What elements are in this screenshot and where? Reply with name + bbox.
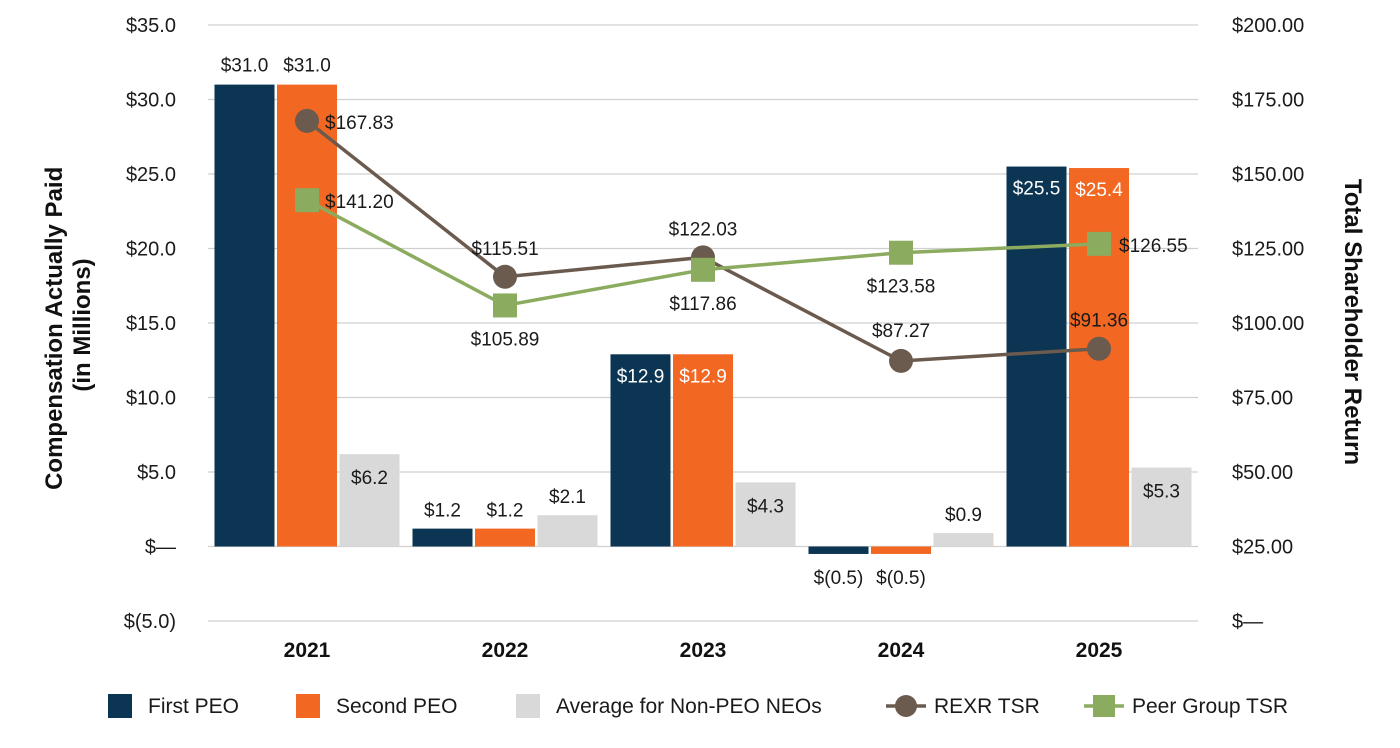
bar-value-label: $31.0: [221, 56, 269, 77]
bar-value-label: $1.2: [487, 501, 524, 522]
tsr-value-label: $87.27: [872, 321, 930, 342]
bar: [673, 354, 733, 547]
bar-value-label: $12.9: [679, 366, 727, 387]
left-axis-title: Compensation Actually Paid (in Millions): [41, 160, 96, 490]
bar-value-label: $1.2: [424, 501, 461, 522]
bar-value-label: $(0.5): [876, 568, 926, 589]
right-tick-label: $175.00: [1232, 90, 1304, 112]
tsr-marker: [295, 108, 319, 133]
legend-marker: [895, 695, 917, 717]
category-label: 2022: [482, 639, 529, 662]
right-tick-label: $150.00: [1232, 164, 1304, 186]
tsr-value-label: $123.58: [867, 277, 936, 298]
bar-value-label: $31.0: [283, 56, 331, 77]
right-tick-label: $75.00: [1232, 388, 1293, 410]
tsr-value-label: $105.89: [471, 329, 540, 350]
left-tick-label: $30.0: [126, 90, 176, 112]
tsr-marker: [493, 264, 517, 289]
left-tick-label: $—: [145, 537, 176, 559]
legend-label: Average for Non-PEO NEOs: [556, 695, 822, 718]
bar: [537, 515, 598, 547]
tsr-marker: [493, 293, 517, 318]
bar: [214, 84, 275, 547]
left-tick-label: $15.0: [126, 313, 176, 335]
bar: [1006, 166, 1067, 547]
bar: [933, 533, 994, 547]
tsr-line: [305, 119, 1100, 363]
left-tick-label: $20.0: [126, 239, 176, 261]
right-tick-label: $100.00: [1232, 313, 1304, 335]
tsr-value-label: $167.83: [325, 113, 394, 134]
legend-label: REXR TSR: [934, 695, 1040, 718]
bar-value-label: $25.4: [1075, 180, 1123, 201]
legend: First PEO Second PEO Average for Non-PEO N…: [108, 694, 1288, 718]
legend-label: Peer Group TSR: [1132, 695, 1288, 718]
bar-value-label: $0.9: [945, 505, 982, 526]
category-label: 2023: [680, 639, 727, 662]
legend-label: Second PEO: [336, 695, 457, 718]
bar-value-label: $5.3: [1143, 482, 1180, 503]
legend-swatch: [296, 694, 320, 718]
right-axis-ticks: $200.00 $175.00 $150.00 $125.00 $100.00 $75.0…: [1232, 15, 1304, 633]
right-tick-label: $50.00: [1232, 462, 1293, 484]
bar: [339, 454, 400, 547]
left-axis-title-line2: (in Millions): [69, 258, 96, 391]
tsr-value-label: $122.03: [669, 219, 738, 240]
right-axis-title: Total Shareholder Return: [1339, 179, 1366, 465]
bar: [735, 482, 796, 547]
tsr-marker: [1087, 231, 1111, 256]
legend-swatch: [108, 694, 132, 718]
bar-value-label: $6.2: [351, 468, 388, 489]
tsr-marker: [295, 188, 319, 213]
legend-marker: [1093, 695, 1115, 717]
category-label: 2025: [1076, 639, 1123, 662]
bar-value-label: $(0.5): [814, 568, 864, 589]
tsr-marker: [889, 240, 913, 265]
bar: [475, 528, 535, 547]
left-tick-label: $5.0: [137, 462, 176, 484]
bar: [1131, 467, 1192, 547]
tsr-value-label: $141.20: [325, 192, 394, 213]
bar: [277, 84, 337, 547]
bar: [871, 546, 931, 554]
left-tick-label: $(5.0): [124, 611, 176, 633]
tsr-value-label: $117.86: [669, 294, 736, 315]
left-tick-label: $35.0: [126, 15, 176, 37]
category-labels: 2021 2022 2023 2024 2025: [284, 639, 1123, 662]
tsr-lines: $167.83 $115.51 $122.03 $87.27 $91.36 $141.20…: [295, 108, 1188, 373]
legend-swatch: [516, 694, 540, 718]
bars: $31.0 $31.0 $6.2 $1.2 $1.2 $2.1 $12.9 $12.9 $4.3…: [214, 56, 1192, 589]
bar-value-label: $25.5: [1013, 179, 1061, 200]
bar-value-label: $4.3: [747, 496, 784, 517]
tsr-value-label: $115.51: [471, 239, 538, 260]
right-tick-label: $—: [1232, 611, 1263, 633]
tsr-marker: [1087, 336, 1111, 361]
bar: [808, 546, 869, 554]
left-tick-label: $10.0: [126, 388, 176, 410]
left-axis-ticks: $35.0 $30.0 $25.0 $20.0 $15.0 $10.0 $5.0 $— $(5.…: [124, 15, 176, 633]
left-axis-title-line1: Compensation Actually Paid: [41, 167, 68, 490]
right-tick-label: $25.00: [1232, 537, 1293, 559]
bar-value-label: $2.1: [549, 487, 586, 508]
left-tick-label: $25.0: [126, 164, 176, 186]
legend-label: First PEO: [148, 695, 239, 718]
tsr-value-label: $91.36: [1070, 311, 1128, 332]
tsr-marker: [691, 257, 715, 282]
category-label: 2024: [878, 639, 925, 662]
right-tick-label: $200.00: [1232, 15, 1304, 37]
tsr-marker: [889, 348, 913, 373]
category-label: 2021: [284, 639, 331, 662]
right-tick-label: $125.00: [1232, 239, 1304, 261]
tsr-value-label: $126.55: [1119, 236, 1188, 257]
bar: [610, 354, 671, 547]
bar: [412, 528, 473, 547]
bar-value-label: $12.9: [617, 366, 665, 387]
